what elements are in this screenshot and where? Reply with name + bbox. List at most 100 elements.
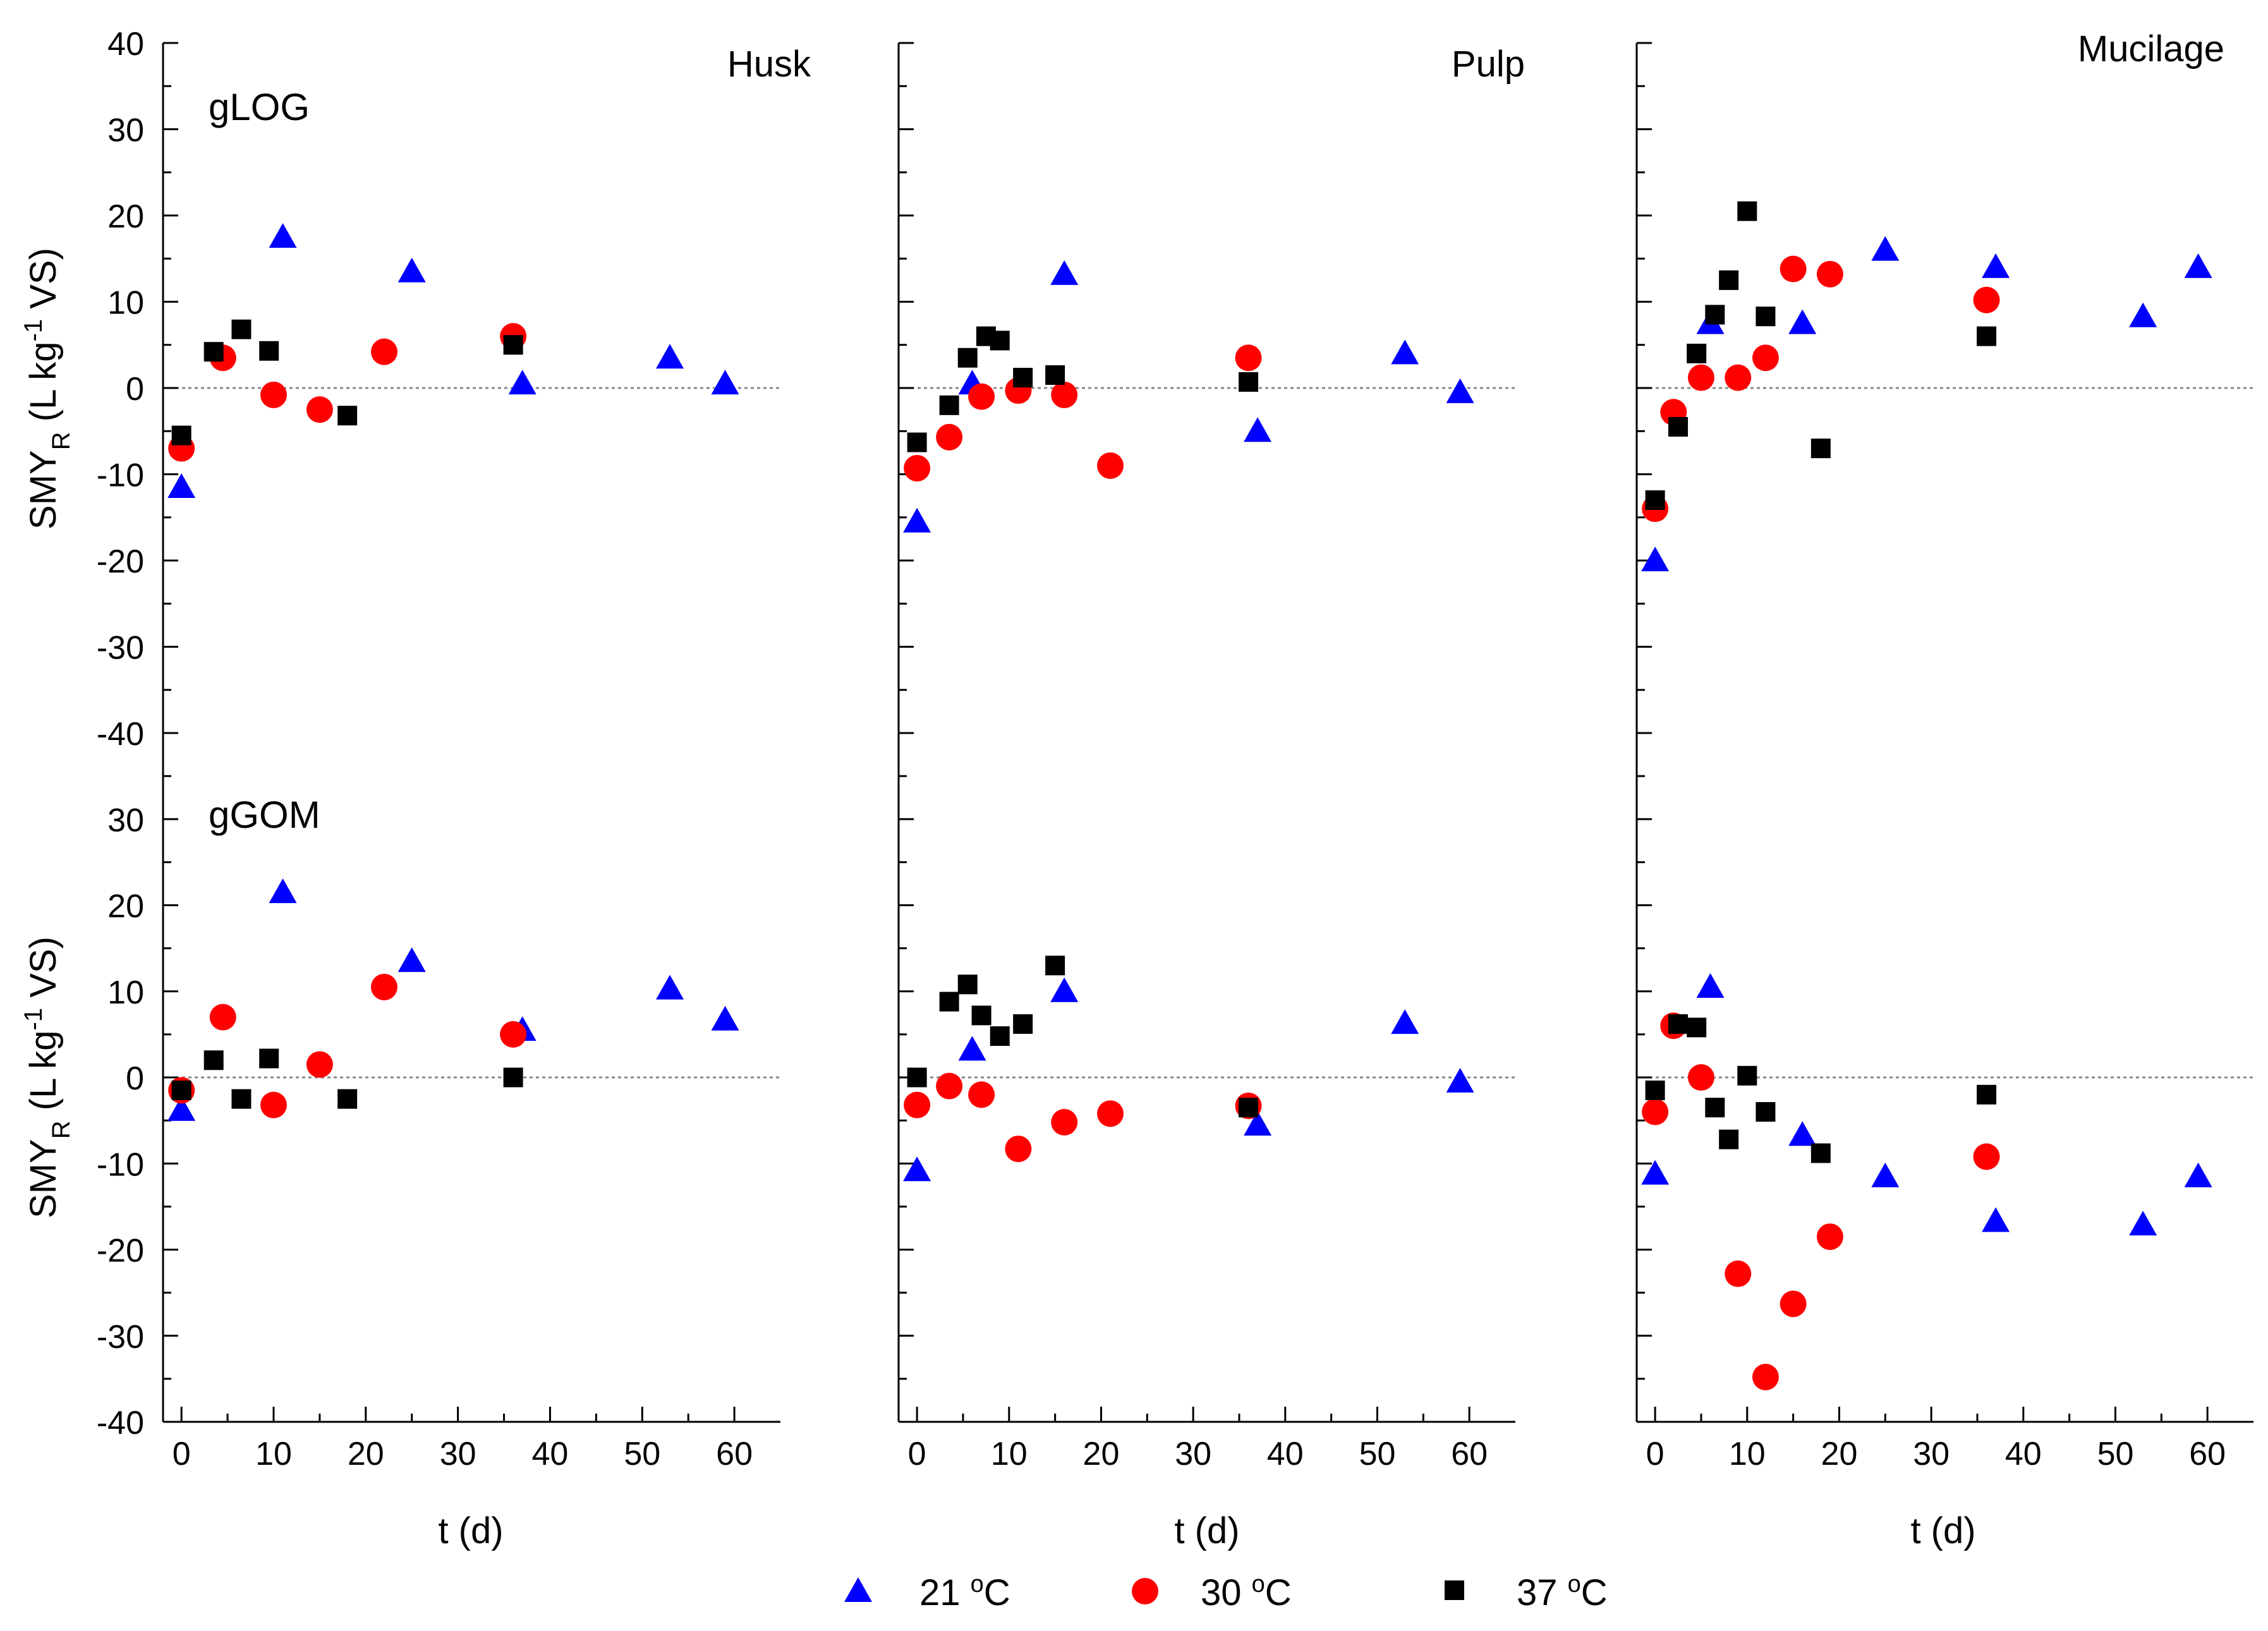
panel-ggom-pulp: 0 10 20 30 40 50 60 xyxy=(897,732,1515,1472)
y-tick-label: -40 xyxy=(97,716,144,753)
point-21c xyxy=(1641,1160,1670,1185)
point-21c xyxy=(269,223,297,248)
x-tick-label: 20 xyxy=(1083,1436,1120,1472)
y-tick-label: -20 xyxy=(97,543,144,580)
point-37c xyxy=(907,432,927,452)
x-tick-label: 50 xyxy=(624,1436,660,1472)
point-21c xyxy=(1788,309,1817,334)
y-tick-label: 10 xyxy=(107,974,144,1011)
point-37c xyxy=(337,1089,358,1109)
panel-ggom-mucilage: 0 10 20 30 40 50 60 xyxy=(1635,732,2253,1472)
point-21c xyxy=(1871,236,1900,261)
point-30c xyxy=(968,383,995,410)
point-21c xyxy=(2184,1162,2212,1187)
point-30c xyxy=(1973,286,2000,313)
y-tick-label: -40 xyxy=(97,1405,144,1441)
point-21c xyxy=(1050,260,1079,285)
point-30c xyxy=(1051,1108,1078,1136)
panel-title-husk: Husk xyxy=(727,44,811,85)
legend-marker-37 xyxy=(1445,1580,1464,1600)
legend-label-37: 37 oC xyxy=(1517,1571,1608,1613)
point-37c xyxy=(1013,1014,1033,1034)
point-21c xyxy=(958,1036,986,1061)
point-37c xyxy=(1668,416,1689,437)
legend-marker-21 xyxy=(844,1577,872,1602)
y-axis-label-top: SMYR (L kg-1 VS) xyxy=(20,248,75,530)
legend-marker-30 xyxy=(1132,1578,1158,1604)
panel-glog-mucilage xyxy=(1635,42,2253,734)
point-30c xyxy=(370,973,397,1000)
point-30c xyxy=(1725,1260,1752,1287)
point-30c xyxy=(1097,452,1124,479)
point-21c xyxy=(711,1005,739,1031)
point-37c xyxy=(1719,270,1739,290)
x-tick-label: 60 xyxy=(716,1436,753,1472)
y-tick-label: -10 xyxy=(97,1146,144,1183)
point-37c xyxy=(1645,1080,1665,1100)
point-37c xyxy=(259,341,279,361)
point-30c xyxy=(500,1021,527,1048)
y-tick-label: -20 xyxy=(97,1233,144,1270)
point-37c xyxy=(957,974,978,995)
point-30c xyxy=(936,423,963,451)
row-label-glog: gLOG xyxy=(209,86,310,128)
point-21c xyxy=(711,370,739,395)
point-30c xyxy=(1005,1136,1032,1163)
y-tick-label: 40 xyxy=(107,26,144,63)
point-21c xyxy=(903,507,931,533)
panel-title-mucilage: Mucilage xyxy=(2078,28,2224,70)
x-tick-label: 20 xyxy=(1821,1436,1858,1472)
point-37c xyxy=(171,425,191,446)
point-21c xyxy=(1641,547,1670,571)
point-37c xyxy=(1013,368,1033,388)
point-30c xyxy=(904,454,931,482)
point-30c xyxy=(1687,1064,1714,1091)
point-30c xyxy=(260,381,287,408)
point-30c xyxy=(306,396,333,423)
point-37c xyxy=(1239,1098,1259,1118)
y-tick-label: 30 xyxy=(107,112,144,149)
x-tick-label: 40 xyxy=(1267,1436,1304,1472)
point-30c xyxy=(1780,255,1807,282)
y-tick-label: 20 xyxy=(107,198,144,235)
point-37c xyxy=(1687,343,1707,363)
point-37c xyxy=(907,1067,927,1088)
point-21c xyxy=(656,974,684,1000)
y-tick-label: -30 xyxy=(97,630,144,667)
point-30c xyxy=(1235,344,1262,372)
panels: 40 30 20 10 0 -10 -20 -30 -40 0 10 20 30 40 50 60 30 20 10… xyxy=(97,26,2253,1472)
point-37c xyxy=(1737,201,1757,221)
point-21c xyxy=(269,878,297,904)
y-axis-label-bottom: SMYR (L kg-1 VS) xyxy=(20,937,75,1218)
point-37c xyxy=(990,330,1010,351)
x-tick-label: 0 xyxy=(173,1436,191,1472)
point-37c xyxy=(1719,1129,1739,1149)
point-37c xyxy=(971,1005,991,1026)
point-21c xyxy=(397,257,426,282)
point-21c xyxy=(656,344,684,369)
x-tick-label: 40 xyxy=(532,1436,569,1472)
point-21c xyxy=(1391,339,1419,365)
x-tick-label: 30 xyxy=(1913,1436,1950,1472)
legend-label-21: 21 oC xyxy=(919,1571,1010,1613)
x-tick-label: 50 xyxy=(2097,1436,2134,1472)
x-tick-label: 0 xyxy=(1646,1436,1665,1472)
point-30c xyxy=(1687,364,1714,391)
panel-glog-pulp xyxy=(897,42,1515,734)
y-tick-label: 0 xyxy=(126,1060,144,1097)
point-37c xyxy=(203,342,224,362)
point-21c xyxy=(1050,977,1079,1002)
point-37c xyxy=(1668,1014,1689,1034)
point-30c xyxy=(306,1051,333,1078)
point-30c xyxy=(1816,1223,1843,1251)
point-37c xyxy=(1705,1098,1725,1118)
y-tick-label: 30 xyxy=(107,802,144,839)
point-30c xyxy=(968,1081,995,1108)
point-37c xyxy=(1977,326,1997,346)
point-37c xyxy=(1705,305,1725,325)
point-21c xyxy=(1244,1110,1272,1136)
x-tick-label: 10 xyxy=(1729,1436,1766,1472)
panel-glog-husk: 40 30 20 10 0 -10 -20 -30 -40 xyxy=(97,26,780,753)
point-30c xyxy=(1752,1364,1779,1391)
y-tick-label: 0 xyxy=(126,371,144,408)
